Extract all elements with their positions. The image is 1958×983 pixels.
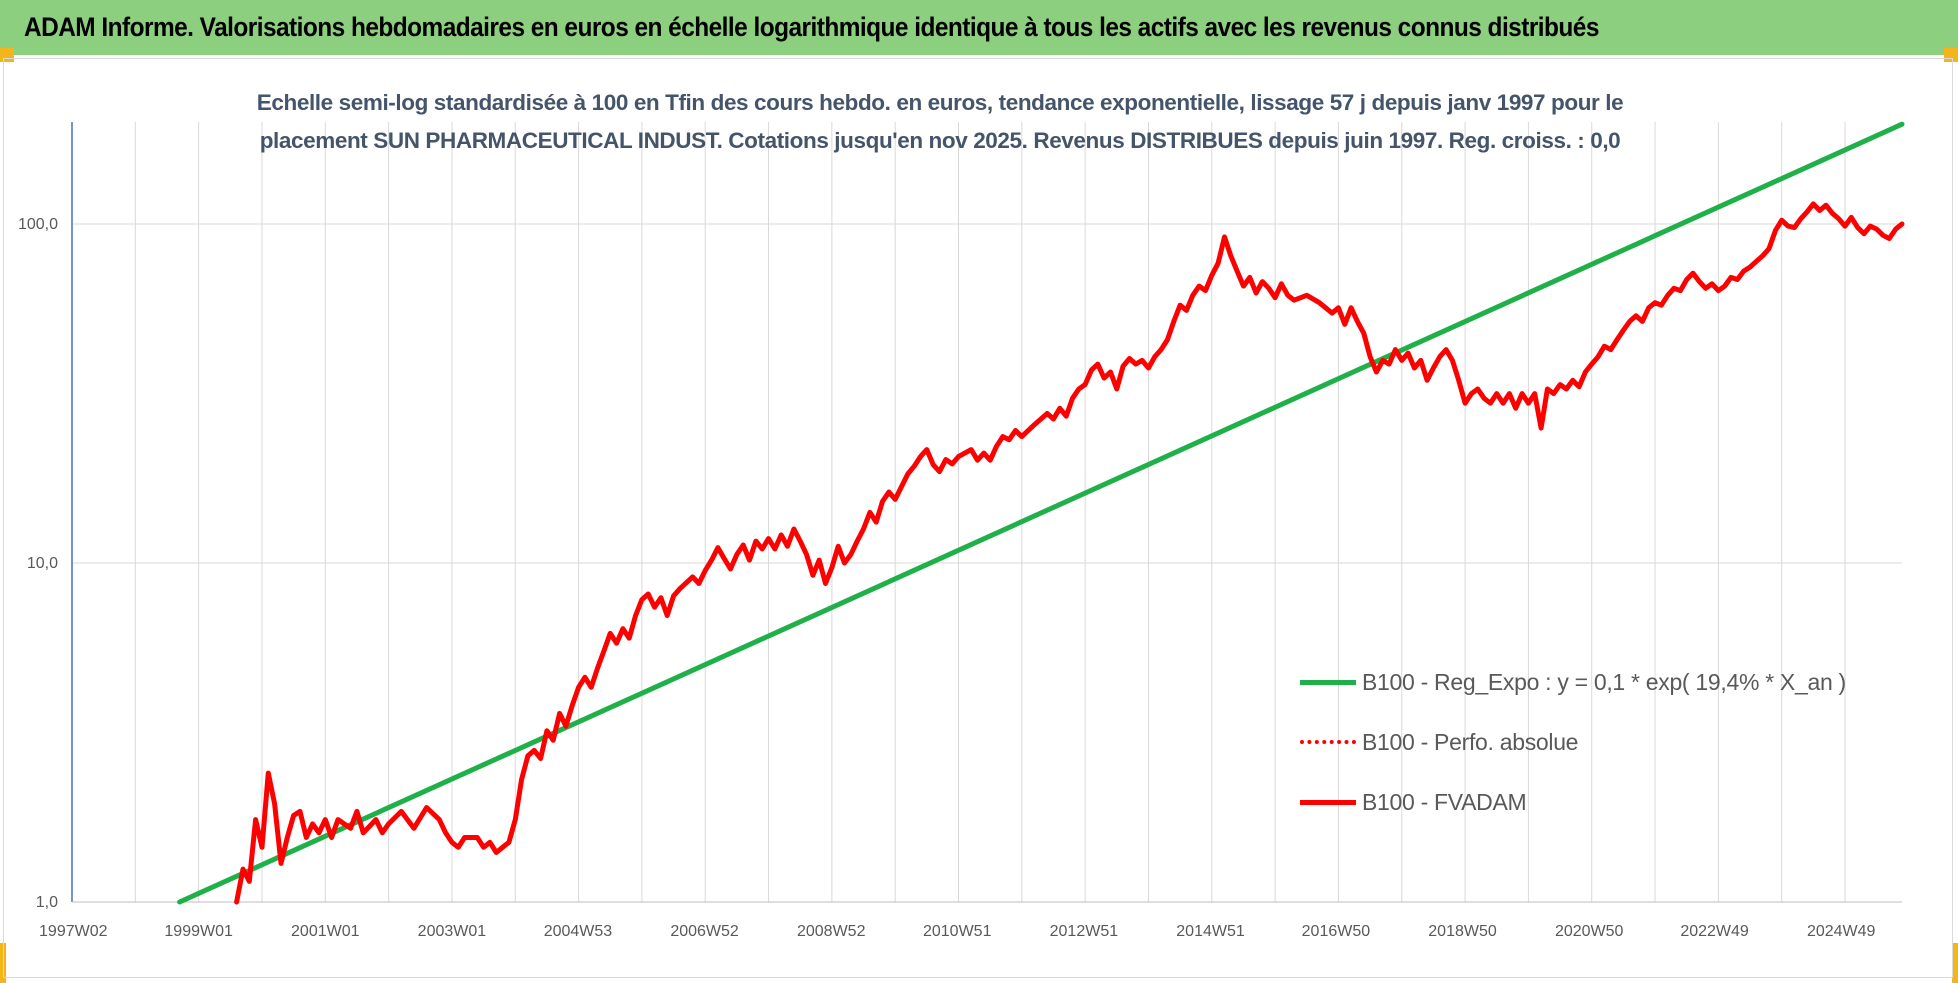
- x-tick-label: 2003W01: [418, 923, 487, 940]
- chart-frame: [3, 58, 1953, 978]
- legend-label-trend: B100 - Reg_Expo : y = 0,1 * exp( 19,4% *…: [1362, 668, 1846, 695]
- x-tick-label: 2024W49: [1807, 923, 1876, 940]
- x-tick-label: 2020W50: [1555, 923, 1624, 940]
- x-tick-label: 2004W53: [544, 923, 613, 940]
- legend-item-trend: B100 - Reg_Expo : y = 0,1 * exp( 19,4% *…: [1300, 652, 1846, 712]
- x-tick-label: 2016W50: [1302, 923, 1371, 940]
- report-title: ADAM Informe. Valorisations hebdomadaire…: [24, 12, 1599, 42]
- x-tick-label: 2001W01: [291, 923, 360, 940]
- legend-label-fvadam: B100 - FVADAM: [1362, 788, 1527, 815]
- x-tick-label: 2006W52: [670, 923, 739, 940]
- x-tick-label: 1999W01: [164, 923, 233, 940]
- series-fvadam-line: [234, 201, 1905, 905]
- legend-item-perfo: B100 - Perfo. absolue: [1300, 712, 1846, 772]
- y-tick-label: 1,0: [36, 894, 58, 911]
- x-tick-label: 2008W52: [797, 923, 866, 940]
- y-tick-label: 100,0: [18, 216, 58, 233]
- x-tick-label: 2012W51: [1050, 923, 1119, 940]
- legend-label-perfo: B100 - Perfo. absolue: [1362, 728, 1579, 755]
- report-header: ADAM Informe. Valorisations hebdomadaire…: [0, 0, 1958, 55]
- chart-legend: B100 - Reg_Expo : y = 0,1 * exp( 19,4% *…: [1300, 652, 1846, 832]
- legend-swatch-trend: [1300, 679, 1356, 685]
- x-tick-label: 2010W51: [923, 923, 992, 940]
- x-tick-label: 2022W49: [1680, 923, 1749, 940]
- series-trend-line: [177, 121, 1905, 905]
- y-tick-label: 10,0: [27, 555, 58, 572]
- tick-label-layer: 1,0 10,0 100,0 1997W02 1999W01 2001W01 2003W01…: [18, 216, 1876, 940]
- corner-marker-bottom-right: [1952, 943, 1958, 983]
- legend-swatch-perfo: [1300, 740, 1356, 744]
- x-tick-label: 2014W51: [1176, 923, 1245, 940]
- x-tick-label: 1997W02: [39, 923, 108, 940]
- axis-layer: [71, 122, 1902, 903]
- series-layer: [177, 121, 1905, 905]
- chart-title: Echelle semi-log standardisée à 100 en T…: [256, 90, 1624, 153]
- legend-item-fvadam: B100 - FVADAM: [1300, 772, 1846, 832]
- x-tick-label: 2018W50: [1428, 923, 1497, 940]
- legend-swatch-fvadam: [1300, 799, 1356, 805]
